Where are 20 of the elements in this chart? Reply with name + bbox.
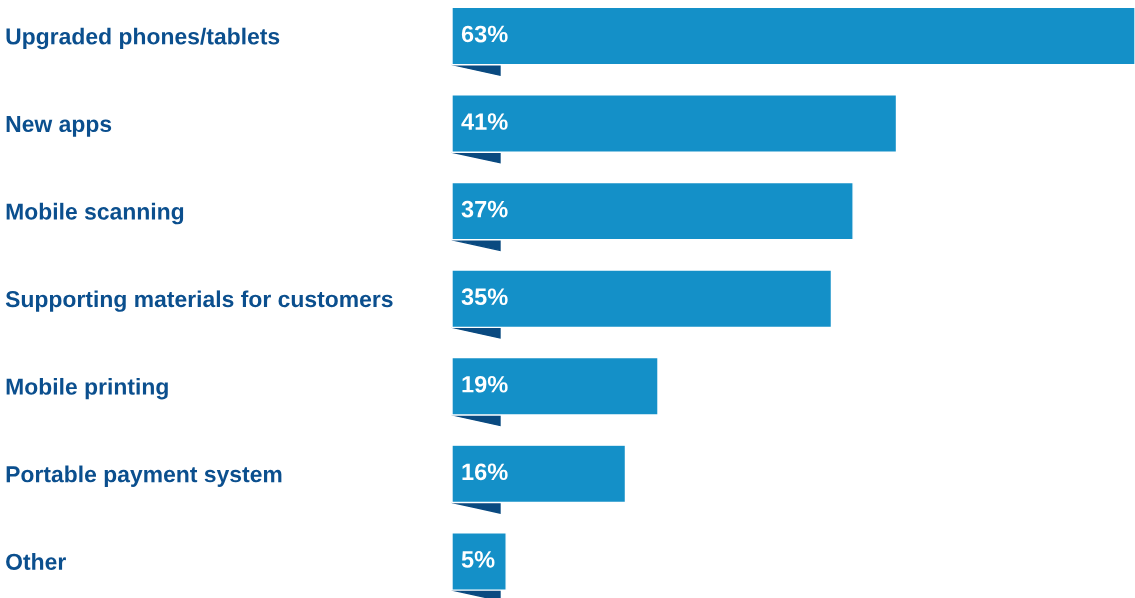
bar — [452, 6, 1135, 66]
data-label: 63% — [461, 25, 508, 43]
y-tick-label: Mobile scanning — [6, 202, 184, 225]
y-tick-label: New apps — [6, 116, 112, 137]
bar — [452, 356, 659, 416]
bar — [452, 181, 854, 241]
y-tick-label: Other — [6, 553, 66, 570]
data-label: 19% — [462, 375, 508, 393]
data-label: 35% — [461, 288, 508, 306]
bar — [452, 444, 627, 504]
bar — [452, 269, 833, 329]
data-label: 16% — [462, 463, 508, 481]
y-tick-label: Portable payment system — [6, 465, 282, 487]
data-label: 37% — [461, 200, 508, 218]
y-tick-label: Supporting materials for customers — [5, 290, 393, 312]
bar — [452, 94, 898, 153]
y-tick-label: Mobile printing — [6, 377, 168, 400]
data-label: 5% — [461, 551, 495, 568]
data-label: 41% — [461, 113, 508, 130]
y-tick-label: Upgraded phones/tablets — [6, 27, 280, 50]
